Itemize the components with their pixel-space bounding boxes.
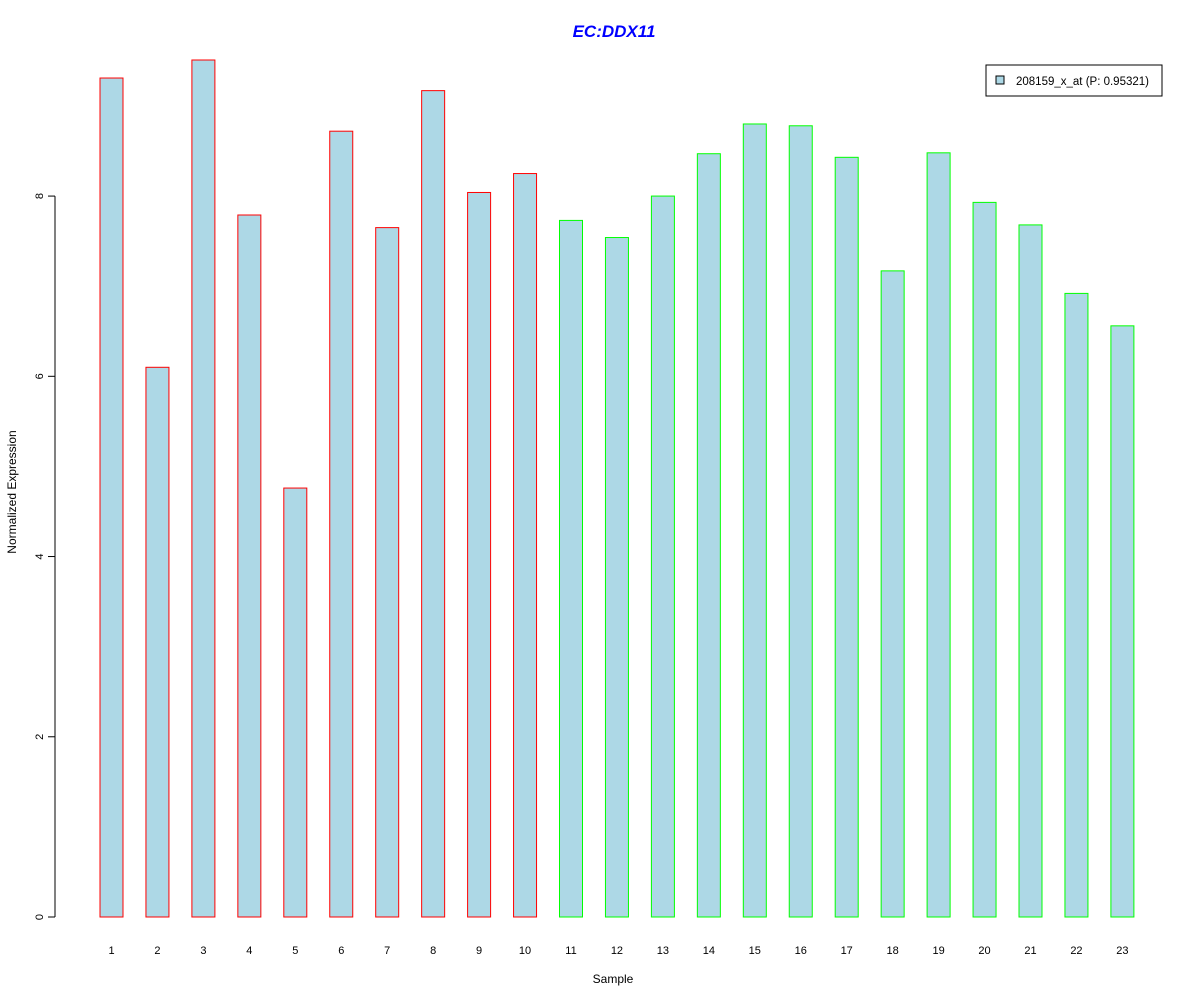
y-tick-label: 2 bbox=[34, 734, 46, 740]
x-tick-label: 23 bbox=[1116, 945, 1128, 957]
bar-sample-13 bbox=[650, 195, 675, 918]
legend-entry-label: 208159_x_at (P: 0.95321) bbox=[1016, 76, 1149, 88]
x-tick-label: 3 bbox=[200, 945, 206, 957]
y-tick-label: 0 bbox=[34, 914, 46, 920]
bar-sample-14 bbox=[696, 153, 721, 918]
bar-sample-3 bbox=[191, 59, 216, 918]
x-tick-label: 14 bbox=[703, 945, 715, 957]
x-tick-label: 19 bbox=[932, 945, 944, 957]
y-tick-label: 4 bbox=[34, 553, 46, 559]
bar-sample-5 bbox=[283, 487, 308, 918]
x-tick-label: 16 bbox=[795, 945, 807, 957]
x-tick-label: 22 bbox=[1070, 945, 1082, 957]
x-tick-label: 10 bbox=[519, 945, 531, 957]
bar-sample-11 bbox=[559, 219, 583, 918]
chart-title: EC:DDX11 bbox=[573, 22, 656, 41]
x-tick-label: 2 bbox=[154, 945, 160, 957]
x-tick-label: 13 bbox=[657, 945, 669, 957]
bar-sample-15 bbox=[742, 123, 767, 918]
bars bbox=[99, 59, 1135, 918]
x-tick-label: 9 bbox=[476, 945, 482, 957]
x-tick-label: 5 bbox=[292, 945, 298, 957]
bar-sample-21 bbox=[1018, 224, 1043, 918]
bar-sample-19 bbox=[926, 152, 951, 918]
y-tick-label: 6 bbox=[34, 373, 46, 379]
bar-sample-4 bbox=[237, 214, 262, 918]
x-tick-label: 1 bbox=[108, 945, 114, 957]
x-tick-label: 17 bbox=[841, 945, 853, 957]
y-axis-label: Normalized Expression bbox=[5, 430, 19, 553]
bar-sample-6 bbox=[329, 130, 354, 918]
x-tick-label: 21 bbox=[1024, 945, 1036, 957]
bar-sample-22 bbox=[1064, 292, 1089, 918]
legend: 208159_x_at (P: 0.95321) bbox=[985, 64, 1163, 97]
legend-swatch bbox=[995, 75, 1005, 85]
bar-sample-16 bbox=[788, 125, 813, 918]
bar-sample-7 bbox=[375, 227, 400, 918]
x-axis-label: Sample bbox=[593, 972, 634, 986]
x-tick-label: 4 bbox=[246, 945, 252, 957]
x-tick-label: 20 bbox=[978, 945, 990, 957]
x-tick-label: 7 bbox=[384, 945, 390, 957]
bar-sample-23 bbox=[1110, 325, 1135, 918]
bar-sample-18 bbox=[880, 270, 905, 918]
bar-sample-20 bbox=[972, 201, 997, 918]
y-axis: 0 2 4 6 8 bbox=[34, 193, 56, 920]
bar-sample-1 bbox=[99, 77, 124, 918]
x-tick-label: 8 bbox=[430, 945, 436, 957]
x-tick-label: 6 bbox=[338, 945, 344, 957]
bar-sample-2 bbox=[145, 366, 170, 918]
legend-box bbox=[985, 64, 1163, 97]
bar-sample-12 bbox=[604, 237, 629, 918]
x-tick-label: 12 bbox=[611, 945, 623, 957]
bar-sample-17 bbox=[834, 156, 859, 918]
x-tick-label: 11 bbox=[565, 945, 576, 957]
bar-sample-8 bbox=[421, 90, 446, 918]
x-axis-tick-labels: 1 2 3 4 5 6 7 8 9 10 11 12 13 14 15 16 17 18 19 20 21 22 23 bbox=[108, 945, 1128, 957]
x-tick-label: 15 bbox=[749, 945, 761, 957]
bar-sample-9 bbox=[467, 191, 492, 918]
bar-sample-10 bbox=[513, 173, 538, 918]
y-tick-label: 8 bbox=[34, 193, 46, 199]
x-tick-label: 18 bbox=[887, 945, 899, 957]
